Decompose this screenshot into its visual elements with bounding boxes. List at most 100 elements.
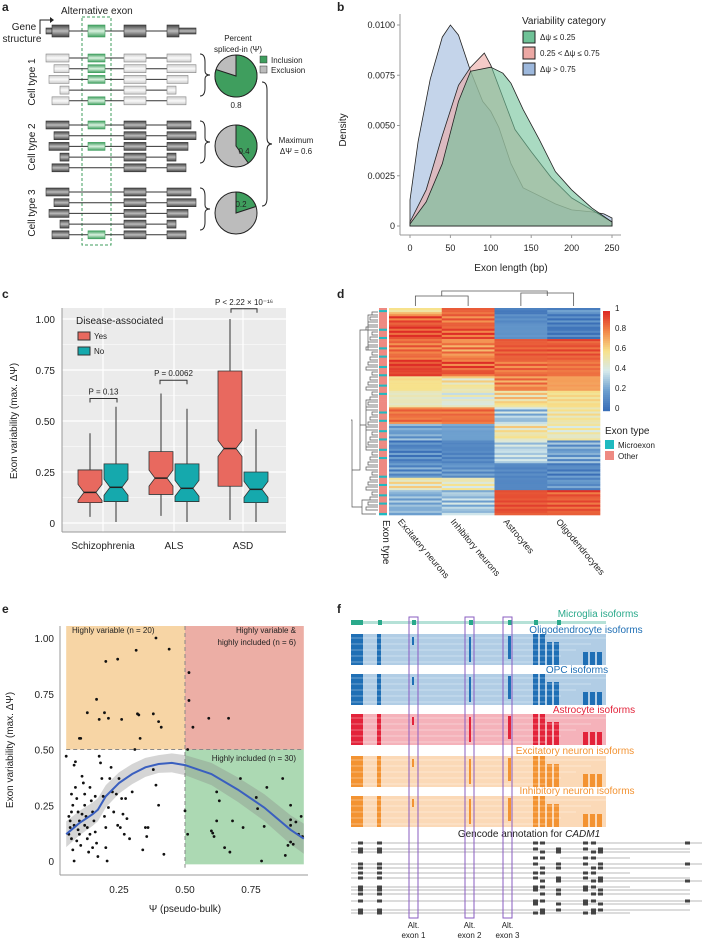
cell-type-1-label: Cell type 1 (27, 58, 38, 106)
x-tick-label: ASD (233, 541, 254, 552)
gencode-exon (598, 879, 603, 883)
heatmap-cell (441, 394, 495, 398)
exon-type-annotation-cell (379, 483, 387, 487)
colorbar-segment (603, 395, 610, 398)
heatmap-cell (389, 363, 443, 367)
data-point (128, 837, 131, 841)
heatmap-cell (441, 384, 495, 387)
exon-type-annotation-cell (379, 308, 387, 311)
max-label-2: ΔΨ = 0.6 (280, 147, 313, 156)
heatmap-cell (441, 461, 495, 464)
heatmap-cell (494, 454, 548, 458)
heatmap-cell (547, 409, 601, 412)
exon-block (351, 634, 363, 665)
data-point (85, 826, 89, 829)
data-point (83, 792, 87, 796)
heatmap-cell (547, 436, 601, 439)
panel-d-heatmap: Exon type Exon type Excitatory neuronsIn… (351, 290, 655, 581)
heatmap-cell (389, 347, 443, 350)
heatmap-cell (441, 308, 495, 311)
heatmap-cell (389, 440, 443, 443)
gene-label-1: Gene (12, 22, 37, 33)
gencode-exon (377, 885, 382, 889)
heatmap-cell (494, 492, 548, 495)
heatmap-cell (547, 461, 601, 464)
heatmap-cell (441, 473, 495, 476)
heatmap-cell (389, 324, 443, 327)
heatmap-cell (441, 365, 495, 369)
heatmap-cell (389, 454, 443, 458)
data-point (67, 815, 71, 818)
heatmap-cell (389, 390, 443, 394)
data-point (75, 839, 79, 843)
exon-type-annotation-cell (379, 444, 387, 447)
colorbar-segment (603, 351, 610, 354)
heatmap-cell (441, 332, 495, 336)
data-point (117, 777, 121, 780)
colorbar-segment (603, 389, 610, 392)
gene-exon (51, 24, 70, 38)
data-point (262, 825, 266, 828)
heatmap-cell (494, 475, 548, 479)
box-yes (77, 469, 103, 503)
heatmap-cell (389, 359, 443, 363)
gencode-exon (556, 862, 561, 866)
heatmap-cell (494, 365, 548, 369)
box-yes (217, 370, 243, 487)
heatmap-cell (441, 312, 495, 315)
alt-exon-3-label-line2: exon 3 (495, 931, 520, 940)
gencode-exon (377, 862, 382, 866)
b-legend-title: Variability category (522, 16, 606, 27)
colorbar-segment (603, 393, 610, 396)
heatmap-cell (389, 409, 443, 412)
panel-label-d: d (337, 287, 344, 301)
colorbar-segment (603, 325, 610, 328)
heatmap-cell (441, 419, 495, 423)
heatmap-cell (389, 508, 443, 512)
exon-type-annotation-cell (379, 382, 387, 385)
pie-inclusion (235, 191, 257, 214)
exon-type-annotation-cell (379, 341, 387, 344)
colorbar-tick-label: 0.2 (615, 384, 627, 393)
exon-block (583, 652, 588, 665)
significance-bracket (230, 308, 258, 313)
heatmap-cell (494, 463, 548, 466)
heatmap-cell (389, 448, 443, 452)
psi-title-2: spliced-in (Ψ) (214, 45, 262, 54)
heatmap-cell (547, 448, 601, 452)
data-point (104, 660, 108, 663)
exon-block (597, 814, 602, 827)
exon-block (533, 674, 538, 705)
alt-exon-mark (469, 677, 471, 702)
heatmap-cell (547, 334, 601, 338)
panel-label-a: a (2, 0, 9, 14)
exon-type-annotation-cell (379, 417, 387, 421)
heatmap-cell (441, 363, 495, 367)
heatmap-cell (389, 494, 443, 497)
heatmap-cell (441, 415, 495, 419)
quadrant-label: highly included (n = 6) (218, 638, 297, 647)
cell-type-1-isoform-exon (48, 75, 70, 84)
data-point (223, 846, 227, 850)
data-point (83, 823, 87, 827)
heatmap-cell (441, 361, 495, 365)
column-dendrogram (414, 290, 575, 306)
cell-type-1-isoform-exon (166, 64, 197, 73)
data-point (96, 855, 100, 858)
heatmap-cell (547, 500, 601, 503)
exon-type-annotation-cell (379, 450, 387, 454)
heatmap-cell (547, 411, 601, 414)
heatmap-cell (547, 326, 601, 329)
data-point (291, 842, 295, 846)
cell-type-3-isoform-exon (123, 230, 147, 240)
y-tick-label: 0 (390, 221, 395, 231)
data-point (107, 806, 110, 809)
colorbar-segment (603, 333, 610, 336)
exon-type-annotation-cell (379, 425, 387, 429)
heatmap-cell (441, 438, 495, 441)
data-point (79, 736, 83, 740)
legend-swatch-0 (522, 62, 536, 76)
heatmap-cell (389, 450, 443, 454)
heatmap-cell (494, 392, 548, 396)
heatmap-cell (547, 504, 601, 508)
